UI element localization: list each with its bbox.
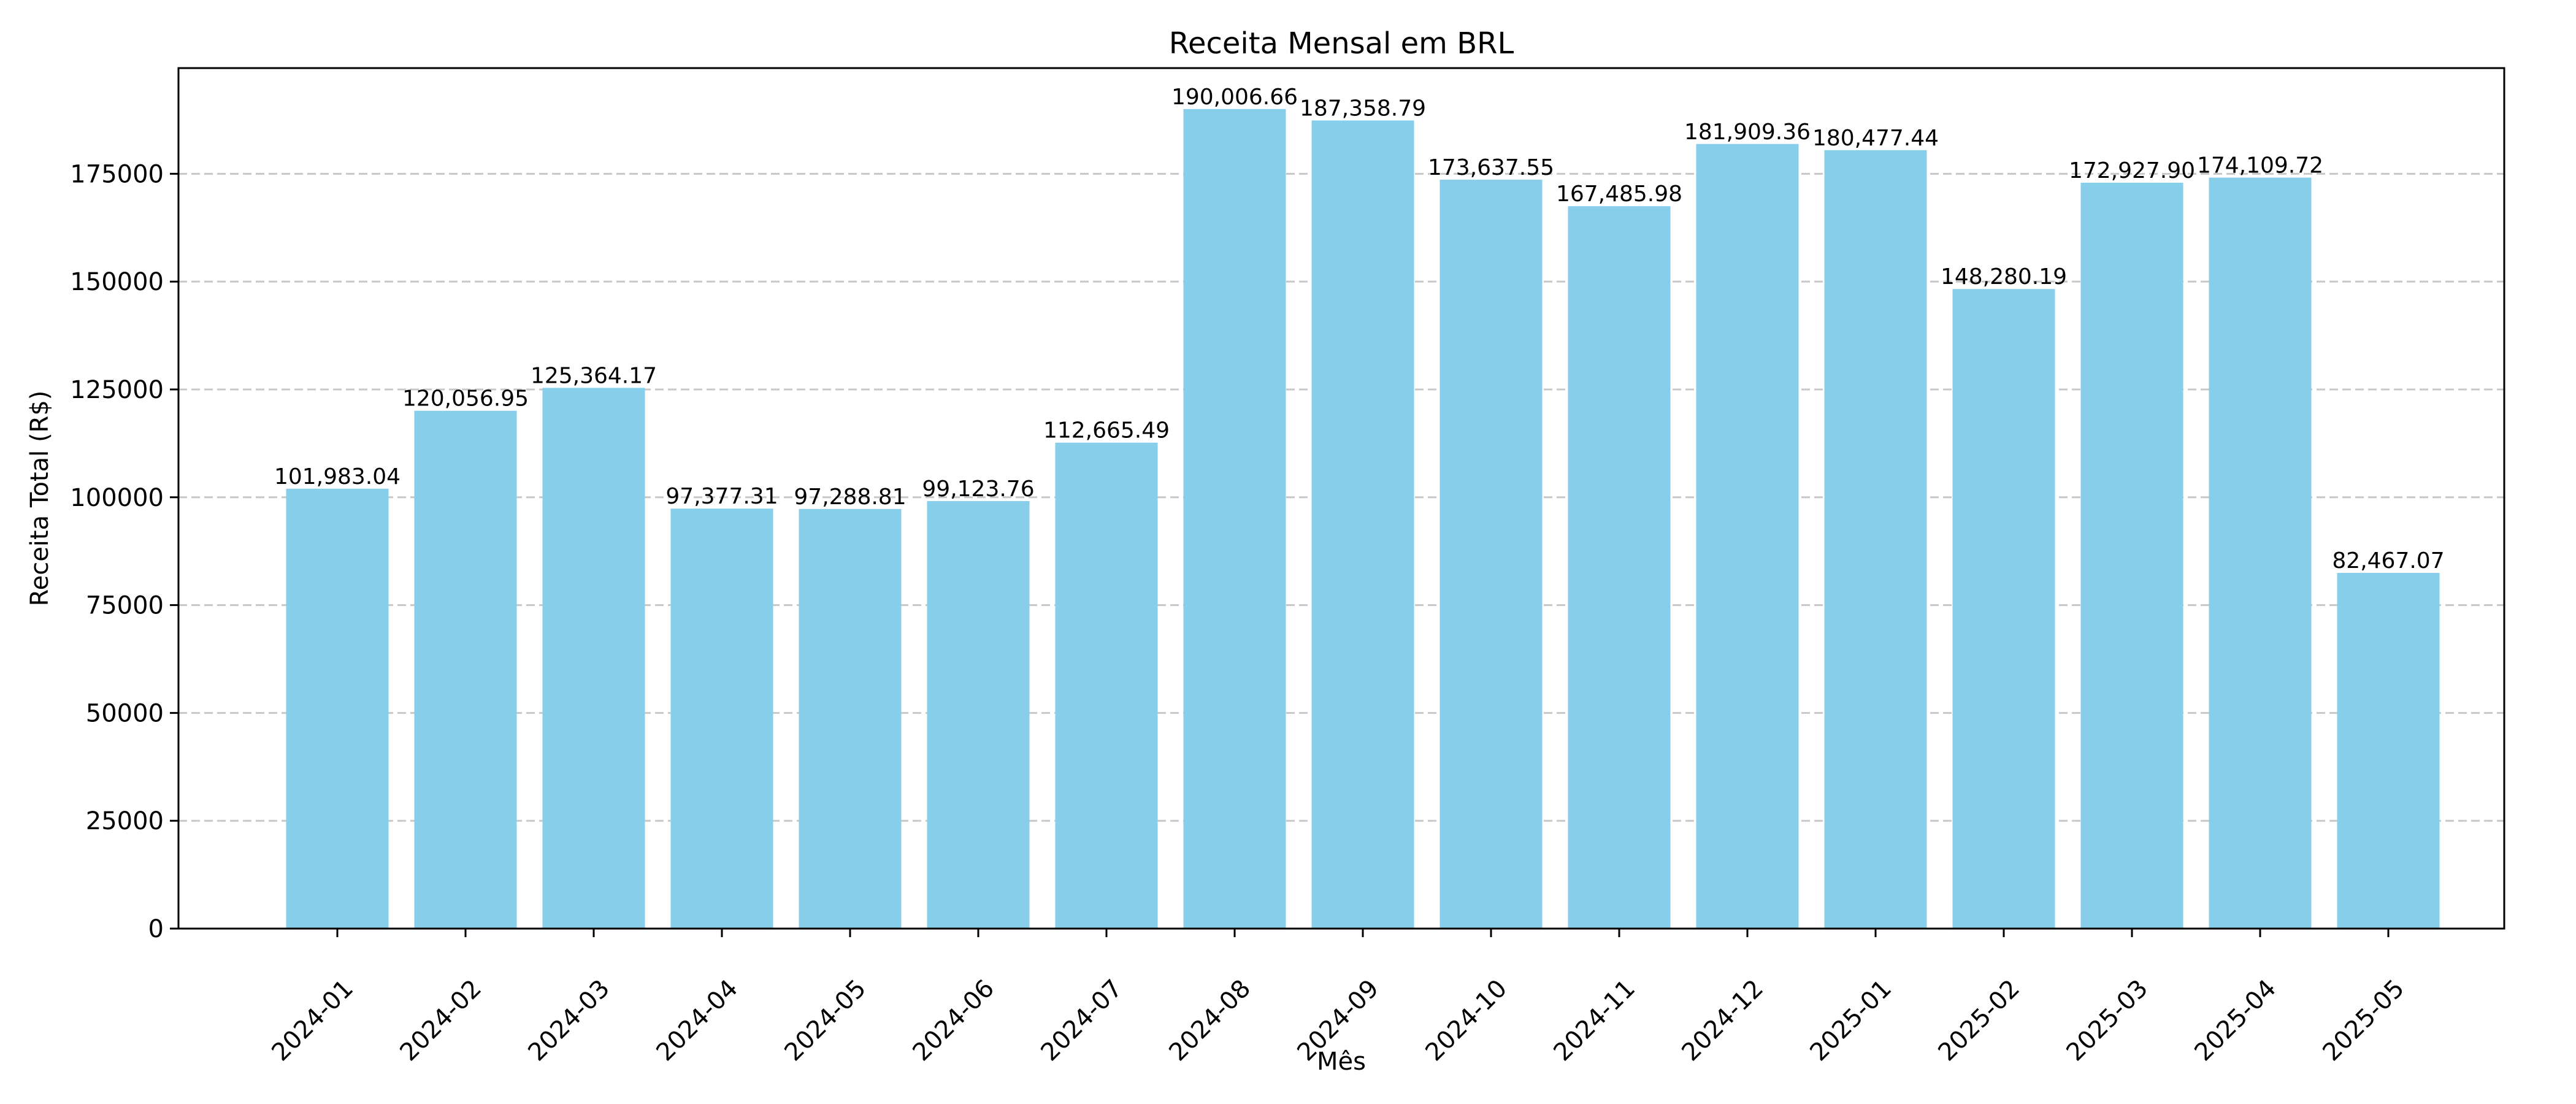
- bar: [1183, 109, 1286, 929]
- bar: [799, 508, 902, 929]
- bar: [542, 388, 645, 929]
- bar-value-label: 167,485.98: [1556, 182, 1682, 207]
- plot-frame: [177, 67, 2505, 930]
- y-tick-label: 25000: [86, 807, 164, 835]
- bar: [2337, 573, 2440, 929]
- y-tick-label: 0: [148, 915, 164, 943]
- bar-value-label: 82,467.07: [2332, 548, 2444, 573]
- bar-value-label: 181,909.36: [1684, 120, 1811, 145]
- bar: [1696, 144, 1799, 929]
- bar: [2209, 177, 2312, 929]
- bar-value-label: 101,983.04: [274, 464, 401, 489]
- y-tick-label: 75000: [86, 592, 164, 620]
- bar: [1439, 179, 1543, 929]
- bar-value-label: 174,109.72: [2197, 153, 2323, 178]
- y-tick-label: 125000: [70, 376, 164, 404]
- bar: [2080, 182, 2183, 929]
- bar: [1568, 206, 1671, 929]
- bar-value-label: 97,288.81: [794, 485, 906, 510]
- bar: [1824, 150, 1927, 929]
- bar-value-label: 180,477.44: [1812, 126, 1939, 151]
- bar: [670, 508, 773, 929]
- bar: [1311, 120, 1414, 929]
- y-axis: 0 25000 50000 75000 100000 125000 150000 175000: [70, 160, 178, 943]
- y-tick-label: 150000: [70, 268, 164, 296]
- bar-value-label: 120,056.95: [402, 386, 529, 412]
- bar: [1952, 289, 2055, 929]
- y-tick-label: 50000: [86, 699, 164, 727]
- bar: [286, 488, 389, 929]
- y-axis-label: Receita Total (R$): [26, 391, 54, 607]
- chart-title: Receita Mensal em BRL: [1169, 26, 1514, 61]
- bar: [414, 410, 517, 929]
- bar-value-label: 99,123.76: [922, 477, 1034, 502]
- bar-value-label: 190,006.66: [1171, 85, 1298, 110]
- y-tick-label: 100000: [70, 484, 164, 512]
- bar-value-label: 173,637.55: [1428, 155, 1554, 180]
- bar-value-label: 112,665.49: [1043, 418, 1170, 443]
- bar-value-label: 187,358.79: [1300, 96, 1426, 121]
- bars: [286, 109, 2440, 929]
- bar-value-label: 125,364.17: [531, 363, 657, 388]
- bar: [927, 500, 1030, 929]
- bar: [1055, 442, 1158, 929]
- bar-value-label: 172,927.90: [2069, 158, 2195, 183]
- bar-value-label: 97,377.31: [665, 484, 778, 509]
- y-tick-label: 175000: [70, 160, 164, 188]
- x-axis-label: Mês: [1317, 1048, 1366, 1076]
- bar-value-label: 148,280.19: [1941, 264, 2067, 289]
